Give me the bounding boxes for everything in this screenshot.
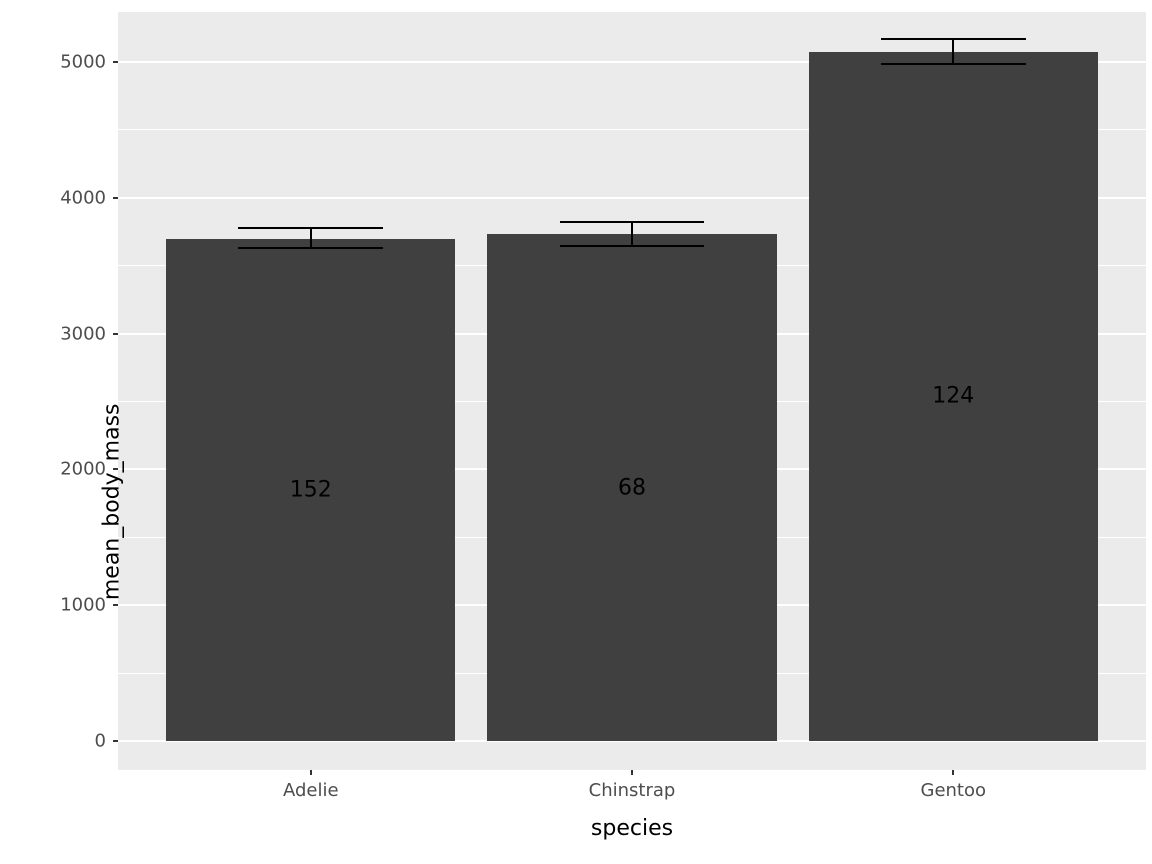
y-gridline-major — [118, 60, 1146, 63]
y-tick-mark — [113, 468, 118, 471]
bar — [487, 234, 777, 742]
y-tick-mark — [113, 196, 118, 199]
y-gridline-major — [118, 740, 1146, 743]
y-tick-label: 0 — [94, 730, 106, 752]
y-gridline-major — [118, 196, 1146, 199]
y-tick-mark — [113, 604, 118, 607]
y-tick-label: 1000 — [60, 594, 106, 616]
x-tick-mark — [952, 770, 955, 775]
y-axis-title: mean_body_mass — [99, 403, 125, 601]
error-bar-line — [631, 221, 633, 246]
x-axis-title: species — [590, 816, 674, 841]
error-bar-cap-bottom — [880, 63, 1026, 66]
error-bar-cap-top — [559, 220, 705, 223]
bar-count-label: 68 — [618, 475, 646, 501]
x-tick-mark — [631, 770, 633, 775]
error-bar-cap-top — [880, 38, 1026, 41]
bar — [808, 51, 1098, 742]
bar — [166, 238, 456, 742]
error-bar-cap-top — [238, 227, 384, 230]
y-tick-mark — [113, 740, 118, 743]
error-bar-cap-bottom — [238, 247, 384, 250]
y-tick-label: 4000 — [60, 187, 106, 209]
y-tick-label: 3000 — [60, 323, 106, 345]
y-tick-mark — [113, 60, 118, 63]
y-tick-label: 5000 — [60, 51, 106, 73]
x-tick-label: Adelie — [282, 780, 339, 801]
error-bar-line — [309, 228, 312, 249]
y-tick-mark — [113, 332, 118, 335]
plot-panel: 152 68 124 — [118, 12, 1146, 770]
bar-count-label: 124 — [932, 383, 975, 409]
x-tick-label: Gentoo — [920, 780, 987, 801]
error-bar-cap-bottom — [559, 245, 705, 247]
bar-count-label: 152 — [289, 477, 332, 503]
error-bar-line — [952, 39, 955, 64]
y-gridline-minor — [118, 129, 1146, 131]
y-tick-label: 2000 — [60, 458, 106, 480]
x-tick-label: Chinstrap — [588, 780, 676, 801]
x-tick-mark — [309, 770, 312, 775]
